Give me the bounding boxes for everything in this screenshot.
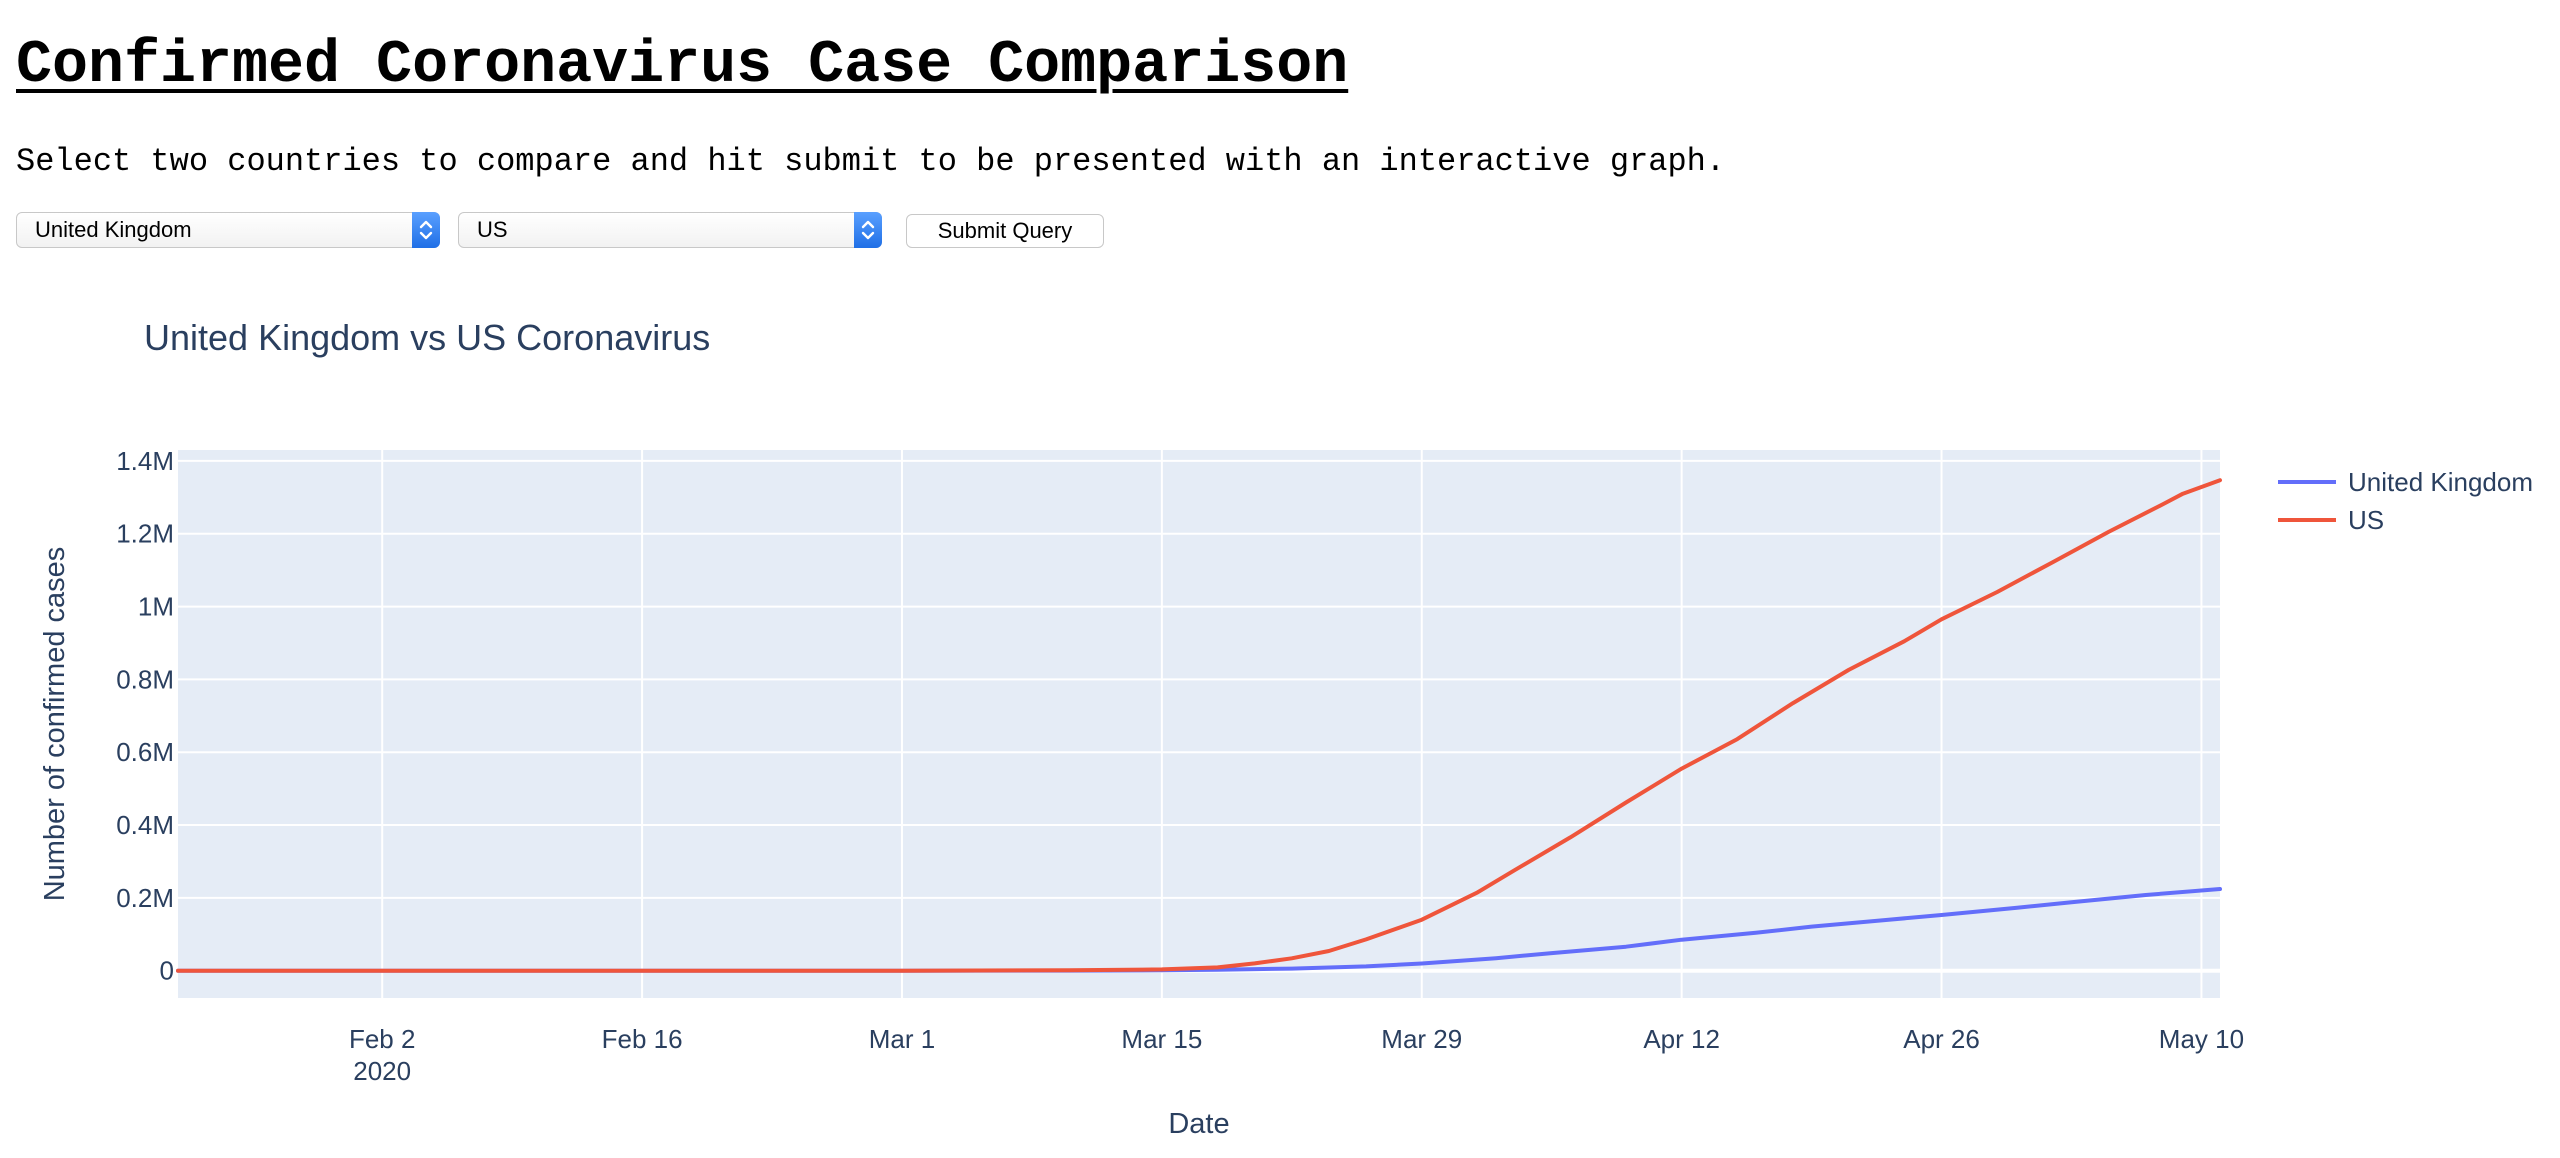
x-tick-label: Feb 2	[349, 1024, 416, 1054]
submit-query-button[interactable]: Submit Query	[906, 214, 1104, 248]
x-tick-year-label: 2020	[353, 1056, 411, 1086]
comparison-chart[interactable]: United Kingdom vs US Coronavirus Feb 220…	[0, 280, 2560, 1140]
y-tick-label: 1.2M	[116, 519, 174, 549]
y-tick-label: 1M	[138, 592, 174, 622]
country2-selected-value: US	[477, 217, 508, 242]
x-axis-title: Date	[1168, 1108, 1229, 1140]
y-tick-label: 0.2M	[116, 883, 174, 913]
y-tick-label: 1.4M	[116, 446, 174, 476]
chart-title: United Kingdom vs US Coronavirus	[144, 317, 710, 358]
updown-chevron-icon	[854, 212, 882, 248]
x-tick-label: Mar 15	[1121, 1024, 1202, 1054]
page-title: Confirmed Coronavirus Case Comparison	[16, 32, 1349, 100]
instructions-text: Select two countries to compare and hit …	[16, 143, 1726, 180]
y-tick-label: 0.8M	[116, 664, 174, 694]
y-axis-title: Number of confirmed cases	[39, 547, 71, 902]
country1-selected-value: United Kingdom	[35, 217, 192, 242]
x-tick-label: Feb 16	[602, 1024, 683, 1054]
x-tick-label: Mar 1	[869, 1024, 935, 1054]
country2-select[interactable]: US	[458, 212, 882, 248]
y-tick-label: 0.6M	[116, 737, 174, 767]
y-tick-label: 0.4M	[116, 810, 174, 840]
x-tick-label: May 10	[2159, 1024, 2244, 1054]
updown-chevron-icon	[412, 212, 440, 248]
series-line-us[interactable]	[176, 478, 2222, 973]
x-tick-label: Apr 12	[1643, 1024, 1720, 1054]
legend-label-us[interactable]: US	[2348, 505, 2384, 535]
country1-select[interactable]: United Kingdom	[16, 212, 440, 248]
x-tick-label: Apr 26	[1903, 1024, 1980, 1054]
series-lines[interactable]	[176, 478, 2222, 973]
legend[interactable]: United Kingdom US	[2278, 467, 2533, 535]
x-tick-label: Mar 29	[1381, 1024, 1462, 1054]
legend-label-united-kingdom[interactable]: United Kingdom	[2348, 467, 2533, 497]
y-tick-label: 0	[160, 956, 174, 986]
plot-area[interactable]	[178, 450, 2220, 998]
